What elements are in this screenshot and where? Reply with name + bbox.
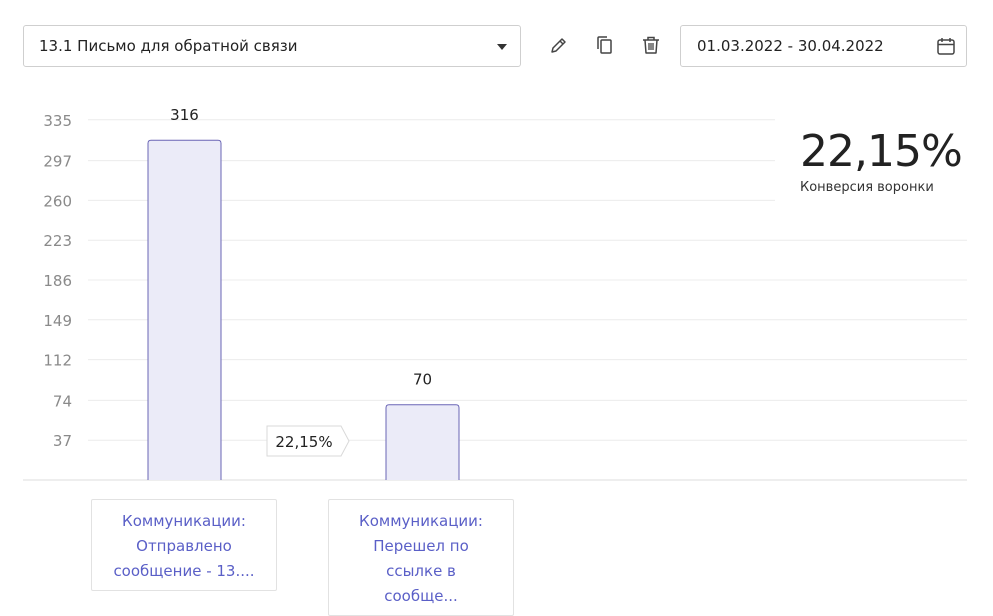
chart-bars: 316 70 <box>147 106 460 480</box>
y-tick-label: 335 <box>43 112 72 130</box>
conversion-kpi: 22,15% Конверсия воронки <box>800 126 963 196</box>
pencil-icon[interactable] <box>548 34 570 56</box>
category-label-line: Отправлено <box>136 537 232 555</box>
category-label-line: ссылке в <box>386 562 456 580</box>
y-tick-label: 297 <box>43 153 72 171</box>
calendar-icon[interactable] <box>936 36 956 56</box>
trash-icon[interactable] <box>640 34 662 56</box>
copy-icon[interactable] <box>594 34 616 56</box>
bar-value-label: 316 <box>170 106 199 124</box>
y-tick-label: 112 <box>43 352 72 370</box>
category-label[interactable]: Коммуникации: Перешел по ссылке в сообще... <box>328 499 514 616</box>
funnel-select[interactable]: 13.1 Письмо для обратной связи <box>23 25 521 67</box>
category-label-line: сообще... <box>384 587 458 605</box>
category-label[interactable]: Коммуникации: Отправлено сообщение - 13...… <box>91 499 277 591</box>
caret-down-icon <box>497 44 507 50</box>
y-axis-ticks: 37 74 112 149 186 223 260 297 335 <box>43 112 72 450</box>
y-tick-label: 223 <box>43 232 72 250</box>
y-tick-label: 260 <box>43 192 72 210</box>
date-range-value: 01.03.2022 - 30.04.2022 <box>697 37 884 55</box>
conversion-badge <box>266 425 350 457</box>
category-label-line: Перешел по <box>373 537 469 555</box>
y-tick-label: 149 <box>43 312 72 330</box>
category-label-line: Коммуникации: <box>359 512 483 530</box>
y-tick-label: 37 <box>53 432 72 450</box>
date-range-field[interactable]: 01.03.2022 - 30.04.2022 <box>680 25 967 67</box>
category-label-line: Коммуникации: <box>122 512 246 530</box>
conversion-badge-label: 22,15% <box>275 433 332 451</box>
y-tick-label: 74 <box>53 392 72 410</box>
step-conversions: 22,15% <box>266 425 350 457</box>
kpi-value: 22,15% <box>800 126 963 177</box>
y-tick-label: 186 <box>43 272 72 290</box>
category-label-line: сообщение - 13.... <box>113 562 255 580</box>
bar <box>385 404 460 480</box>
bar-value-label: 70 <box>413 371 432 389</box>
funnel-select-value: 13.1 Письмо для обратной связи <box>39 37 298 55</box>
bar <box>147 139 222 480</box>
kpi-label: Конверсия воронки <box>800 180 934 195</box>
